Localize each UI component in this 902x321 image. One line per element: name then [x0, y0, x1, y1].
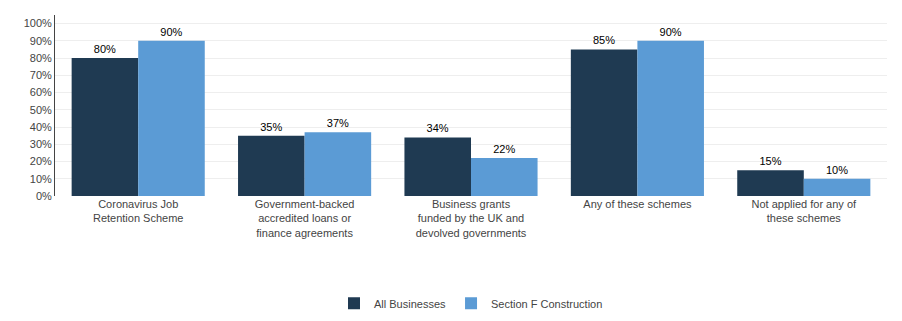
- svg-text:40%: 40%: [30, 121, 52, 133]
- svg-text:22%: 22%: [493, 143, 515, 155]
- svg-text:37%: 37%: [327, 117, 349, 129]
- svg-text:80%: 80%: [30, 52, 52, 64]
- svg-text:All Businesses: All Businesses: [374, 298, 446, 310]
- svg-text:85%: 85%: [593, 34, 615, 46]
- svg-text:10%: 10%: [30, 173, 52, 185]
- svg-text:90%: 90%: [160, 26, 182, 38]
- svg-text:Business grantsfunded by the U: Business grantsfunded by the UK anddevol…: [416, 198, 527, 239]
- svg-text:Section F Construction: Section F Construction: [491, 298, 602, 310]
- svg-text:70%: 70%: [30, 69, 52, 81]
- svg-text:0%: 0%: [36, 190, 52, 202]
- svg-text:90%: 90%: [30, 35, 52, 47]
- svg-text:10%: 10%: [826, 164, 848, 176]
- svg-text:Any of these schemes: Any of these schemes: [583, 198, 692, 210]
- svg-text:Not applied for any ofthese sc: Not applied for any ofthese schemes: [752, 198, 858, 224]
- svg-text:90%: 90%: [660, 26, 682, 38]
- svg-text:Government-backedaccredited lo: Government-backedaccredited loans orfina…: [255, 198, 355, 239]
- svg-text:15%: 15%: [759, 155, 781, 167]
- svg-text:50%: 50%: [30, 104, 52, 116]
- svg-text:Coronavirus JobRetention Schem: Coronavirus JobRetention Scheme: [93, 198, 184, 224]
- svg-text:20%: 20%: [30, 155, 52, 167]
- svg-text:35%: 35%: [260, 121, 282, 133]
- svg-text:80%: 80%: [94, 43, 116, 55]
- svg-text:60%: 60%: [30, 86, 52, 98]
- svg-text:34%: 34%: [427, 122, 449, 134]
- svg-text:100%: 100%: [24, 17, 52, 29]
- svg-text:30%: 30%: [30, 138, 52, 150]
